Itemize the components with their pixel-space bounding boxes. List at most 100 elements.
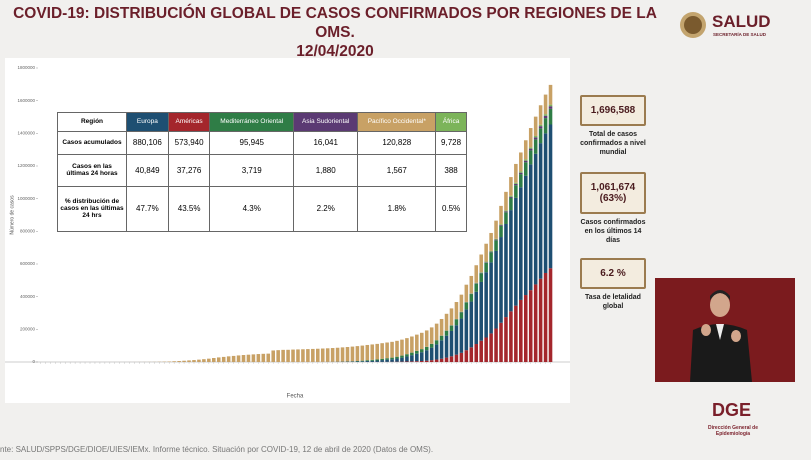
bar-segment [469,301,474,348]
bar-segment [548,268,553,362]
bar-segment [509,177,513,196]
table-cell: 880,106 [126,130,169,155]
bar-segment [543,272,548,362]
bar-segment [514,197,518,306]
bar-segment [291,349,295,362]
bar-segment [454,354,459,362]
bar-segment [489,251,493,253]
stat-box: 1,061,674 (63%) Casos confirmados en los … [580,172,646,245]
y-tick-label: 600000 [20,261,36,266]
stat-label: Casos confirmados en los últimos 14 días [580,219,646,244]
logo: SALUD [712,12,771,31]
bar-segment [454,319,459,326]
bar-segment [499,322,503,362]
presenter-hair [710,290,730,300]
table-cell: 120,828 [357,130,437,155]
bar-segment [449,330,454,357]
bar-segment [543,133,548,273]
bar-segment [538,143,543,279]
bar-segment [370,344,375,360]
seal-inner [684,16,702,34]
bar-segment [499,205,503,225]
bar-segment [256,354,261,362]
bar-segment [504,210,508,212]
bar-segment [449,308,454,326]
region-header: Mediterráneo Oriental [209,112,294,132]
bar-segment [187,360,191,362]
bar-segment [484,243,488,262]
bar-segment [514,183,518,186]
bar-segment [439,335,444,341]
bar-segment [489,262,493,334]
bar-segment [365,360,370,362]
bar-segment [519,174,523,188]
bar-segment [419,332,424,350]
bar-segment [434,344,439,360]
bar-segment [365,361,370,362]
bar-segment [509,195,513,197]
bar-segment [543,94,548,115]
bar-segment [320,348,325,362]
bar-segment [499,224,503,226]
bar-segment [395,358,399,362]
bar-segment [182,360,186,362]
table-header-row: Región Europa Américas Mediterráneo Orienta… [57,112,467,132]
bar-segment [212,358,216,362]
y-tick-label: 1000000 [17,196,35,201]
bar-segment [207,358,211,362]
bar-segment [325,348,330,362]
bar-segment [548,124,553,269]
table-cell: 3,719 [209,153,294,187]
bar-segment [489,250,493,252]
bar-segment [385,359,389,362]
bar-segment [444,313,449,331]
bar-segment [469,294,474,302]
bar-segment [266,353,271,362]
table-cell: 47.7% [126,185,169,233]
bar-segment [375,343,379,360]
bar-segment [523,160,528,163]
bar-segment [246,354,251,362]
bar-segment [479,273,483,282]
table-cell: 1.8% [357,185,437,233]
bar-segment [306,349,310,362]
bar-segment [479,340,483,362]
bar-segment [419,349,424,353]
bar-segment [484,262,488,263]
bar-segment [197,359,201,362]
bar-segment [504,191,508,211]
y-tick-label: 1600000 [17,98,35,103]
bar-segment [519,299,523,362]
table-cell: 16,041 [292,130,359,155]
bar-segment [538,128,543,144]
bar-segment [434,323,439,341]
bar-segment [504,211,508,213]
y-tick-label: 0 [32,359,35,364]
bar-segment [434,340,439,345]
bar-segment [528,148,533,151]
bar-segment [489,333,493,362]
bar-segment [221,356,226,362]
table-cell: 573,940 [167,130,211,155]
bar-segment [405,354,409,357]
y-axis-title: Número de casos [9,195,15,235]
region-header: Asia Sudoriental [292,112,359,132]
bar-segment [424,346,429,351]
bar-segment [474,291,479,345]
bar-segment [172,361,176,362]
bar-segment [459,352,464,362]
bar-segment [454,302,459,319]
bar-segment [528,147,533,149]
bar-segment [261,353,266,362]
bar-segment [385,342,389,359]
bar-segment [474,344,479,362]
bar-segment [479,254,483,273]
bar-segment [494,240,498,251]
bar-segment [519,172,523,175]
bar-segment [301,349,305,362]
bar-segment [543,115,548,119]
bar-segment [459,312,464,319]
bar-segment [533,153,538,285]
bar-segment [548,106,553,109]
bar-segment [400,339,404,356]
